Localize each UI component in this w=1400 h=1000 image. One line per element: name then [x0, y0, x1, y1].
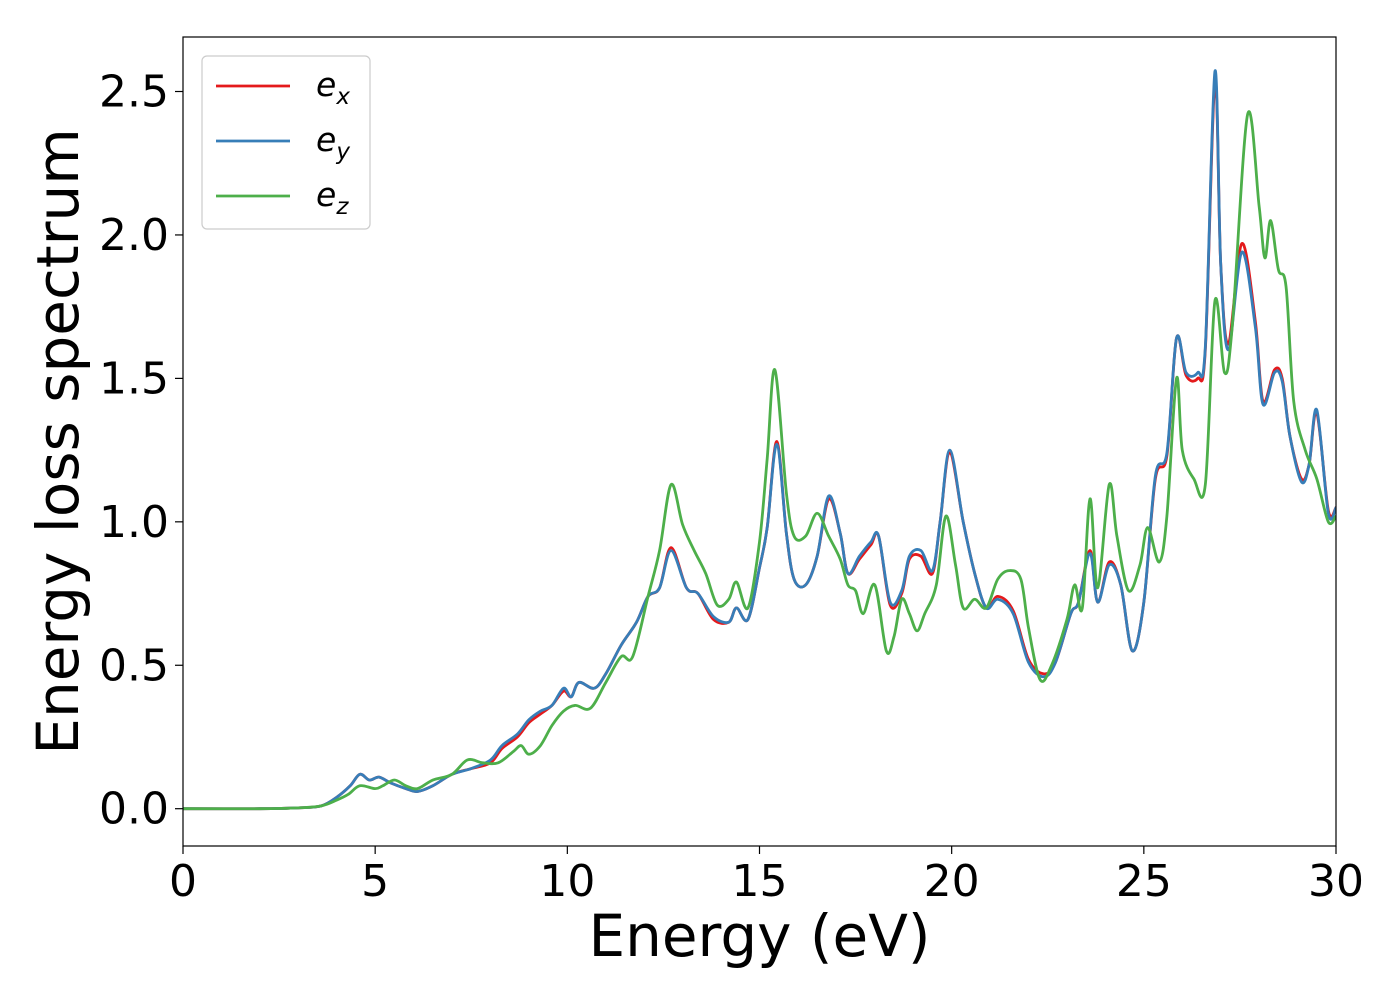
x-tick-label: 25 [1116, 856, 1172, 907]
legend-label-ez: ez [316, 175, 349, 220]
series-lines [183, 69, 1336, 811]
y-tick-label: 0.0 [99, 784, 169, 835]
y-axis-label: Energy loss spectrum [24, 128, 92, 754]
legend-label-base: e [316, 175, 336, 214]
series-line-ey [183, 69, 1336, 811]
x-tick-label: 0 [169, 856, 197, 907]
legend-label-subscript: x [335, 84, 350, 110]
x-axis-label: Energy (eV) [588, 902, 930, 970]
legend-label-ey: ey [316, 120, 350, 165]
x-tick-label: 20 [924, 856, 980, 907]
series-line-ez [183, 110, 1336, 811]
y-tick-label: 2.0 [99, 210, 169, 261]
legend-label-subscript: z [335, 194, 349, 220]
legend-label-base: e [316, 120, 336, 159]
x-tick-label: 10 [539, 856, 595, 907]
legend-label-subscript: y [335, 139, 350, 165]
y-tick-label: 1.5 [99, 353, 169, 404]
x-tick-label: 30 [1308, 856, 1364, 907]
x-axis-ticks: 0 5 10 15 20 25 30 [169, 846, 1364, 907]
y-axis-ticks: 0.0 0.5 1.0 1.5 2.0 2.5 [99, 67, 183, 835]
x-tick-label: 5 [361, 856, 389, 907]
legend-box [201, 55, 371, 230]
x-tick-label: 15 [732, 856, 788, 907]
y-tick-label: 0.5 [99, 640, 169, 691]
y-tick-label: 2.5 [99, 67, 169, 118]
legend-label-ex: ex [316, 65, 350, 110]
y-tick-label: 1.0 [99, 497, 169, 548]
legend-label-base: e [316, 65, 336, 104]
